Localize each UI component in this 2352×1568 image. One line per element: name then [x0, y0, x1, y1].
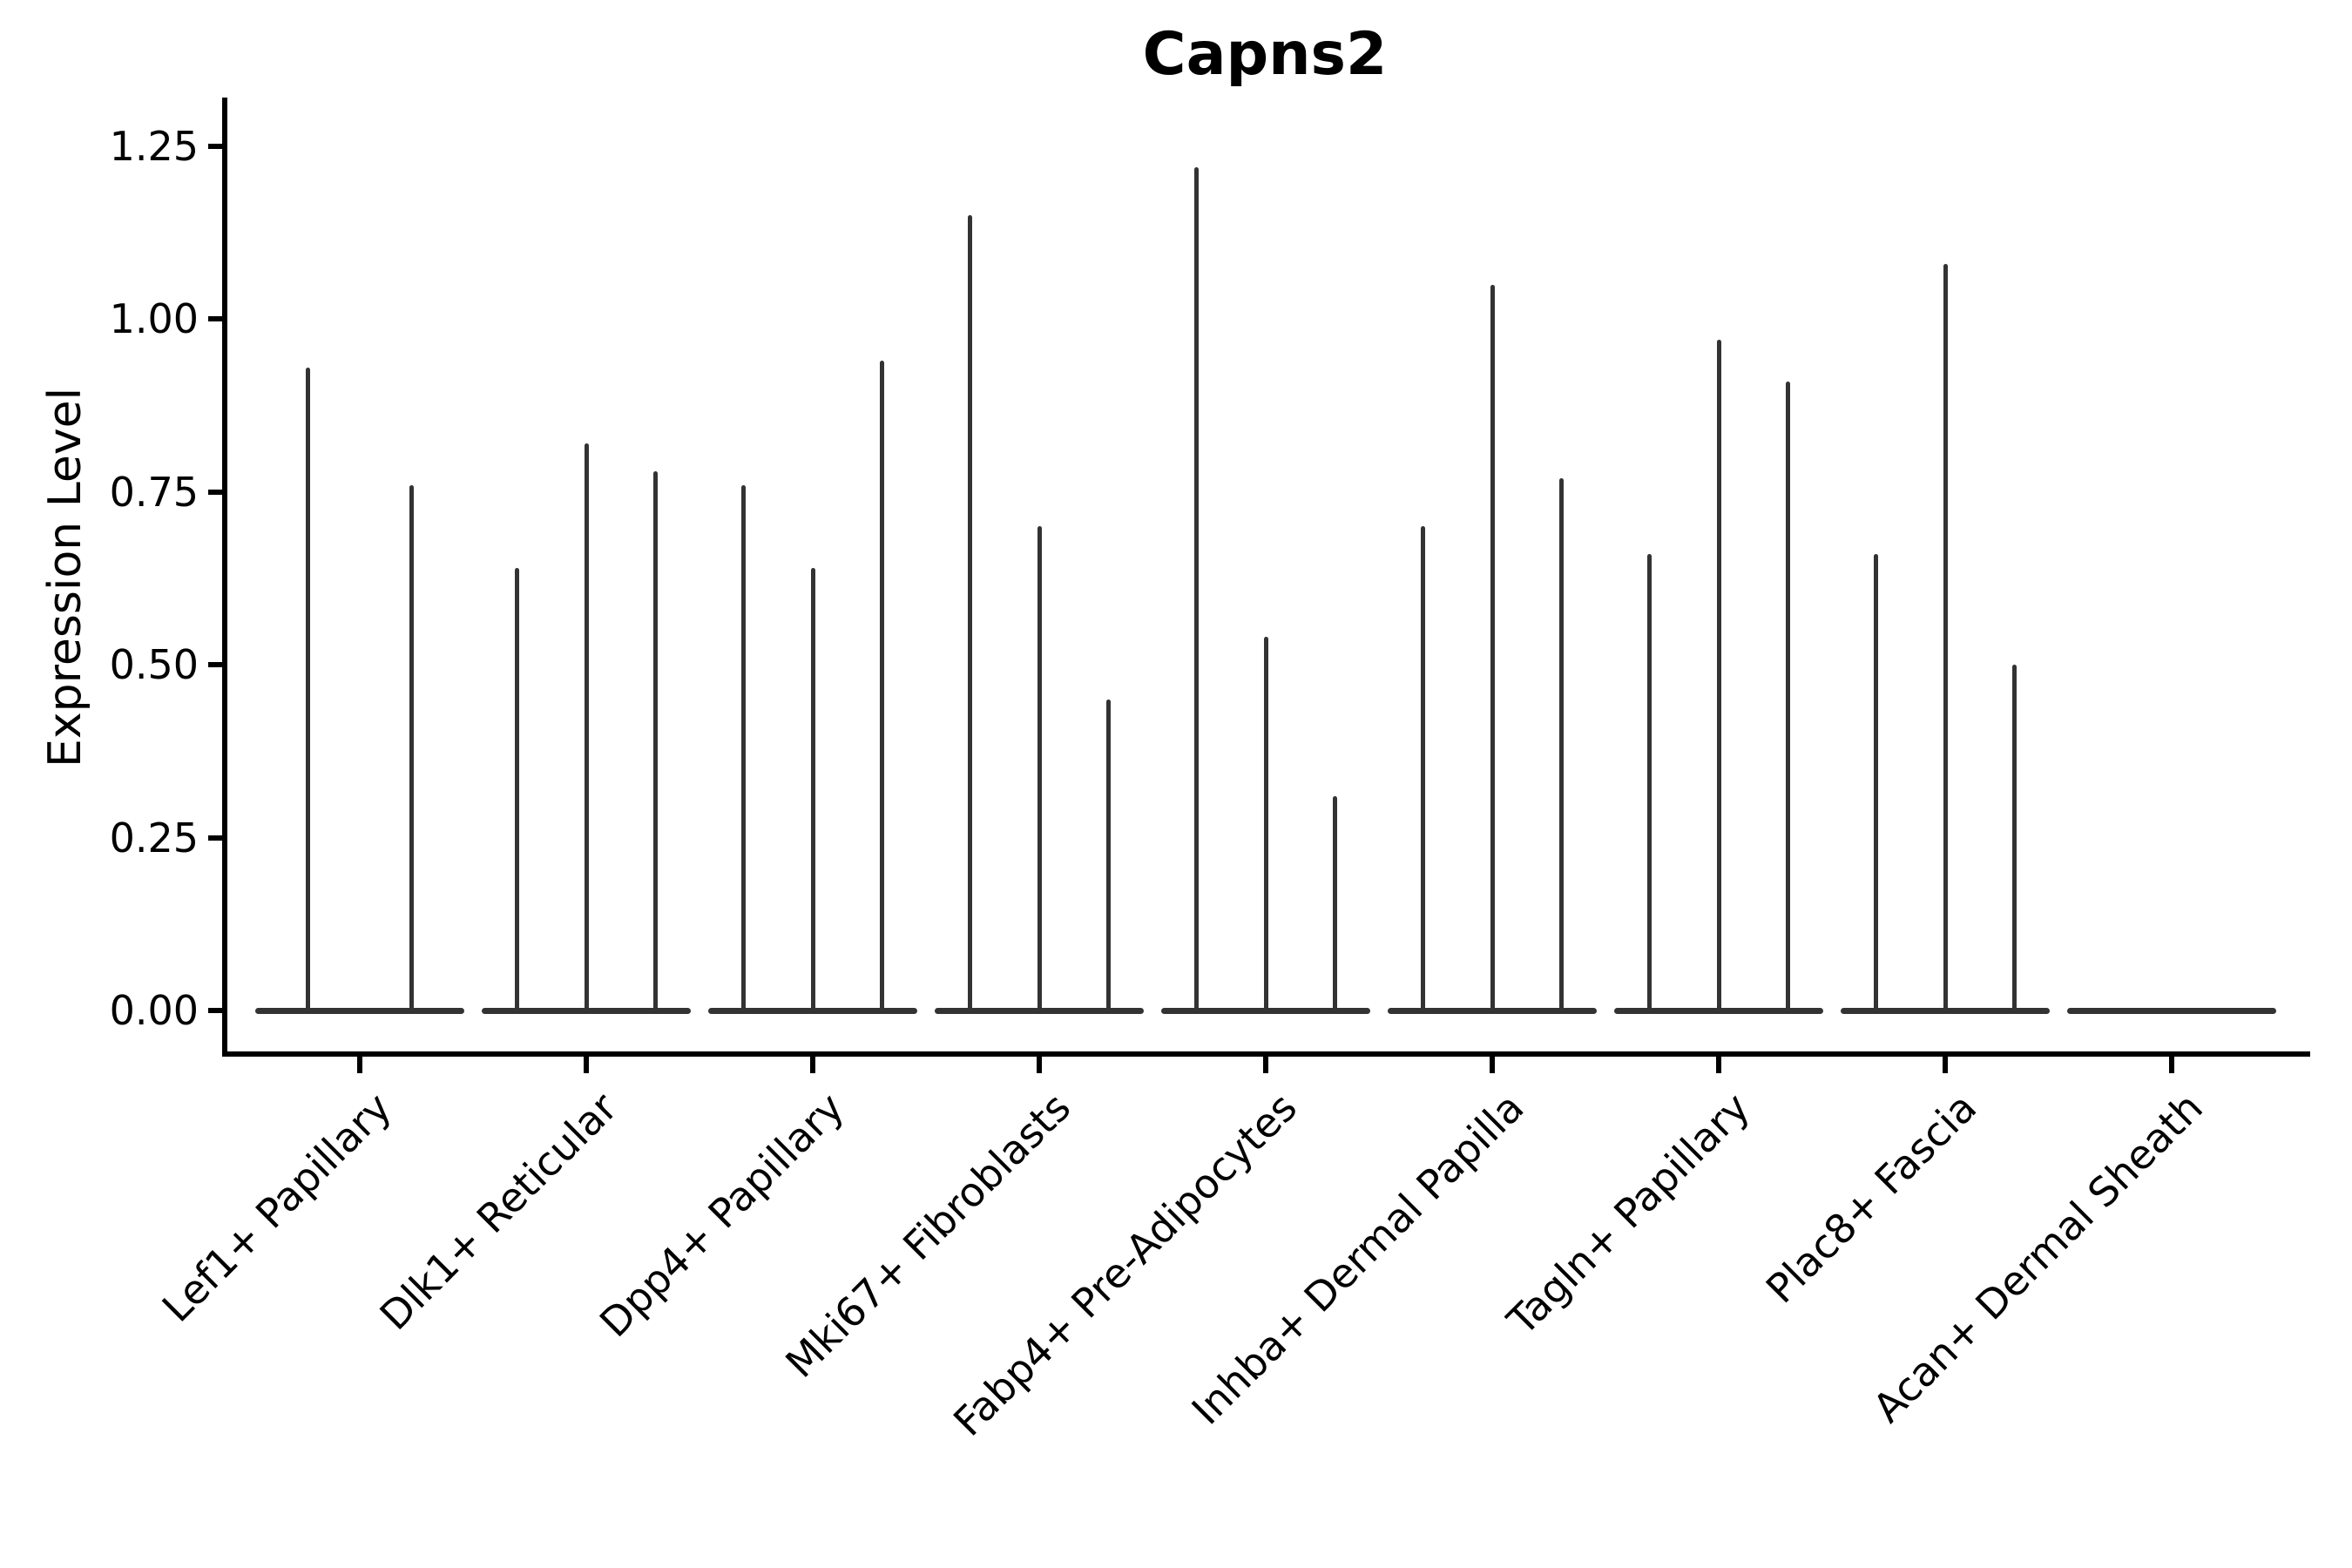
y-tick-label: 0.75 — [109, 468, 199, 516]
y-tick-label: 0.50 — [109, 641, 199, 689]
violin-spike — [306, 367, 310, 1012]
violin-spike — [1874, 554, 1879, 1012]
violin-spike — [409, 484, 414, 1012]
violin-spike — [2011, 665, 2017, 1012]
violin-spike — [810, 568, 815, 1012]
x-tick — [1263, 1054, 1268, 1073]
violin-spike — [1194, 166, 1200, 1012]
x-tick-label: Tagln+ Papillary — [1498, 1084, 1760, 1344]
violin-spike — [652, 470, 658, 1012]
y-tick — [208, 316, 222, 322]
y-tick-label: 0.00 — [109, 987, 199, 1034]
x-tick — [1943, 1054, 1948, 1073]
x-tick-label: Plac8+ Fascia — [1756, 1084, 1986, 1313]
violin-spike — [968, 215, 973, 1012]
y-tick — [208, 144, 222, 149]
x-tick — [1716, 1054, 1721, 1073]
y-tick-label: 1.25 — [109, 123, 199, 170]
x-tick — [810, 1054, 815, 1073]
violin-spike — [584, 443, 589, 1012]
violin-spike — [1647, 554, 1652, 1012]
violin-spike — [1716, 340, 1721, 1012]
x-tick — [584, 1054, 589, 1073]
y-axis-spine — [222, 98, 227, 1057]
x-tick — [1037, 1054, 1042, 1073]
x-tick-label: Lef1+ Papillary — [152, 1084, 401, 1331]
violin-spike — [1785, 381, 1790, 1012]
x-tick — [1490, 1054, 1495, 1073]
violin-spike — [1332, 795, 1337, 1012]
y-tick-label: 0.25 — [109, 814, 199, 862]
y-axis-label: Expression Level — [39, 387, 91, 768]
x-tick-label: Dpp4+ Papillary — [590, 1084, 854, 1347]
violin-spike — [1558, 477, 1564, 1012]
x-tick-label: Dlk1+ Reticular — [370, 1084, 627, 1340]
violin-spike — [1490, 284, 1495, 1012]
violin-spike — [1105, 699, 1111, 1012]
y-tick — [208, 835, 222, 841]
violin-spike — [1263, 637, 1268, 1012]
y-tick-label: 1.00 — [109, 295, 199, 343]
x-tick — [357, 1054, 362, 1073]
y-tick — [208, 662, 222, 668]
y-tick — [208, 1008, 222, 1013]
x-tick — [2169, 1054, 2174, 1073]
violin-spike — [1943, 263, 1948, 1012]
violin-spike — [1421, 526, 1426, 1012]
violin-spike — [741, 484, 747, 1012]
violin-baseline — [2067, 1008, 2276, 1014]
violin-baseline — [255, 1008, 464, 1014]
violin-spike — [879, 361, 884, 1012]
chart-title: Capns2 — [1142, 20, 1388, 89]
violin-spike — [1037, 526, 1042, 1012]
violin-spike — [515, 568, 520, 1012]
y-tick — [208, 489, 222, 495]
